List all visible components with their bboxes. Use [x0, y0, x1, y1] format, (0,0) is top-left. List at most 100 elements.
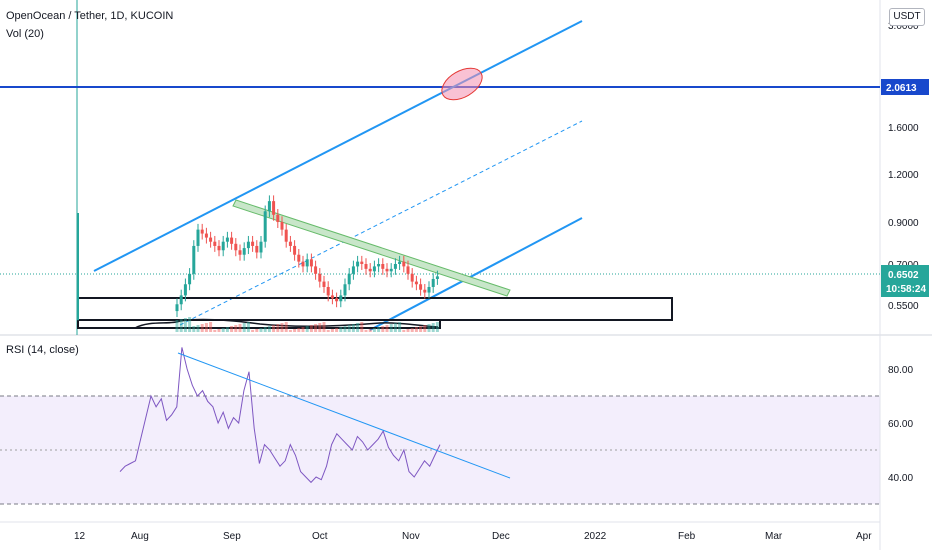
candle-body [288, 241, 292, 246]
volume-bar [301, 327, 305, 332]
volume-bar [225, 327, 229, 332]
candle-body [377, 264, 381, 267]
volume-bar [280, 323, 284, 332]
volume-bar [183, 318, 187, 332]
time-label: 2022 [584, 531, 607, 542]
highlight-ellipse[interactable] [436, 62, 487, 107]
candle-body [217, 245, 221, 251]
price-tick: 3.0000 [888, 21, 919, 32]
volume-bar [242, 323, 246, 332]
volume-zone-rectangle[interactable] [77, 319, 441, 329]
candle-body [305, 259, 309, 267]
level-price-label: 2.0613 [886, 83, 917, 94]
candle-body [435, 276, 439, 279]
candle-body [423, 289, 427, 293]
price-tick: 1.2000 [888, 170, 919, 181]
volume-bar [259, 328, 263, 332]
candle-body [431, 278, 435, 287]
candle-body [280, 222, 284, 230]
support-zone-rectangle[interactable] [77, 297, 673, 321]
volume-bar [297, 328, 301, 332]
volume-bar [364, 330, 368, 332]
volume-bar [246, 322, 250, 332]
candle-body [398, 261, 402, 264]
volume-bar [406, 329, 410, 332]
level-price-badge [881, 79, 929, 95]
candle-body [385, 268, 389, 272]
volume-bar [204, 323, 208, 332]
time-label: Apr [856, 531, 872, 542]
candle-body [183, 284, 187, 296]
price-tick: 1.6000 [888, 123, 919, 134]
candle-body [272, 201, 276, 215]
volume-bars [175, 317, 439, 332]
rsi-tick: 80.00 [888, 365, 913, 376]
candle-body [372, 266, 376, 272]
candle-body [213, 241, 217, 246]
volume-bar [326, 330, 330, 332]
price-tick: 0.9000 [888, 218, 919, 229]
candle-body [255, 245, 259, 253]
time-label: Mar [765, 531, 783, 542]
volume-bar [230, 326, 234, 332]
candle-body [339, 295, 343, 302]
candle-body [246, 241, 250, 249]
volume-indicator-label[interactable]: Vol (20) [6, 28, 44, 40]
volume-bar [179, 319, 183, 332]
candle-body [221, 241, 225, 251]
candle-body [196, 229, 200, 246]
candle-body [234, 243, 238, 251]
volume-bar [339, 327, 343, 332]
channel-upper-line[interactable] [93, 20, 583, 272]
volume-bar [402, 330, 406, 332]
volume-bar [284, 322, 288, 332]
candle-body [209, 237, 213, 242]
candle-body [347, 273, 351, 285]
candle-body [188, 273, 192, 285]
volume-bar [314, 324, 318, 332]
volume-bar [368, 329, 372, 332]
current-price-label: 0.6502 [888, 270, 919, 281]
rsi-indicator-label[interactable]: RSI (14, close) [6, 344, 79, 356]
volume-bar [188, 317, 192, 332]
volume-bar [238, 324, 242, 332]
volume-bar [427, 324, 431, 332]
candle-body [356, 261, 360, 267]
candle-body [192, 245, 196, 274]
candle-body [293, 245, 297, 255]
volume-bar [389, 324, 393, 332]
volume-bar [267, 326, 271, 332]
candle-body [364, 264, 368, 269]
volume-bar [288, 330, 292, 332]
time-label: Sep [223, 531, 241, 542]
candle-body [381, 264, 385, 269]
volume-bar [309, 325, 313, 332]
volume-bar [251, 330, 255, 332]
candle-body [360, 261, 364, 264]
candle-body [402, 261, 406, 267]
candle-body [343, 284, 347, 296]
volume-bar [398, 322, 402, 332]
currency-unit-button[interactable]: USDT [889, 8, 925, 26]
channel-lower-line[interactable] [369, 217, 583, 331]
candle-body [410, 273, 414, 282]
volume-bar [305, 326, 309, 332]
candle-body [419, 284, 423, 290]
rsi-trend-line[interactable] [177, 352, 511, 479]
candle-body [179, 295, 183, 305]
channel-mid-line[interactable] [179, 120, 583, 326]
symbol-title[interactable]: OpenOcean / Tether, 1D, KUCOIN [6, 10, 174, 22]
candle-body [368, 268, 372, 272]
time-label: Dec [492, 531, 510, 542]
candle-body [335, 298, 339, 302]
descending-trend-band[interactable] [232, 199, 511, 297]
volume-bar [419, 326, 423, 332]
candlesticks[interactable] [77, 195, 439, 321]
candle-body [200, 229, 204, 234]
volume-bar [393, 323, 397, 332]
volume-bar [347, 325, 351, 332]
drawn-curve[interactable] [134, 318, 439, 329]
volume-bar [372, 328, 376, 332]
candle-body [284, 229, 288, 242]
